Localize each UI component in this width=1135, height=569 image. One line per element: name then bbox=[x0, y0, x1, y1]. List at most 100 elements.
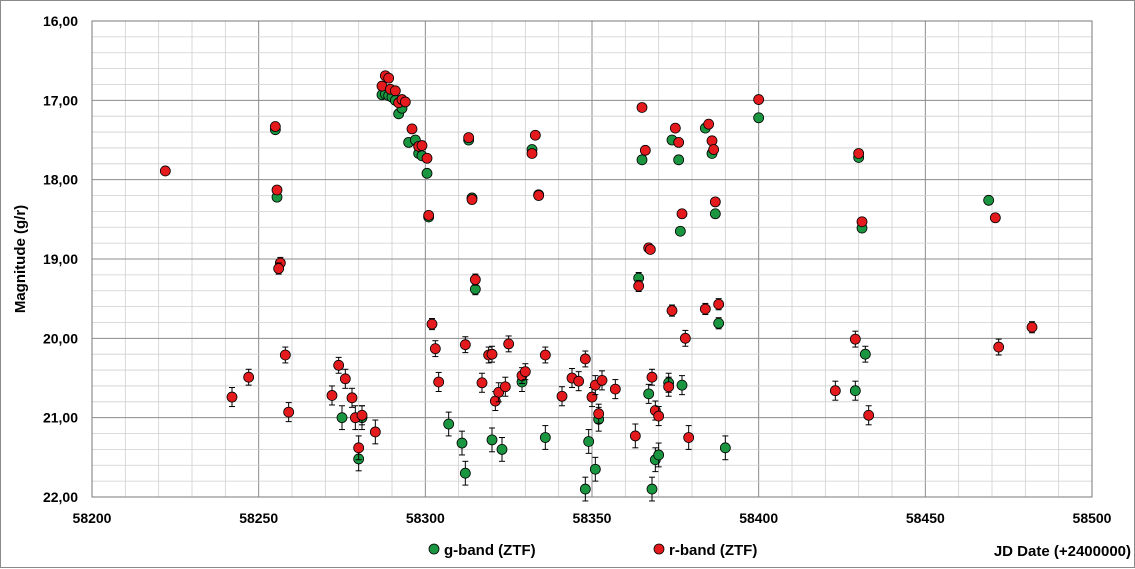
data-point bbox=[159, 165, 171, 177]
data-point bbox=[863, 409, 875, 421]
y-tick-label: 18,00 bbox=[43, 172, 78, 188]
data-point bbox=[426, 318, 438, 330]
data-point bbox=[653, 410, 665, 422]
data-point bbox=[709, 196, 721, 208]
data-point bbox=[459, 339, 471, 351]
data-point bbox=[333, 359, 345, 371]
data-point bbox=[226, 391, 238, 403]
data-point bbox=[633, 280, 645, 292]
data-points bbox=[159, 70, 1038, 502]
data-point bbox=[556, 390, 568, 402]
data-point bbox=[456, 437, 468, 449]
data-point bbox=[596, 374, 608, 386]
data-point bbox=[644, 244, 656, 255]
y-tick-label: 22,00 bbox=[43, 489, 78, 505]
data-point bbox=[429, 343, 441, 355]
data-point bbox=[421, 167, 433, 179]
data-point bbox=[629, 430, 641, 442]
data-point bbox=[636, 102, 648, 113]
data-point bbox=[699, 303, 711, 315]
data-point bbox=[676, 208, 688, 220]
data-point bbox=[593, 408, 605, 420]
data-point bbox=[609, 383, 621, 395]
legend-label-r-band: r-band (ZTF) bbox=[669, 542, 757, 559]
x-axis-title: JD Date (+2400000) bbox=[994, 543, 1131, 560]
data-point bbox=[503, 338, 515, 350]
data-point bbox=[856, 216, 868, 228]
plot-border bbox=[91, 20, 1093, 498]
x-tick-label: 58450 bbox=[906, 510, 945, 526]
data-point bbox=[573, 375, 585, 387]
y-tick-label: 16,00 bbox=[43, 13, 78, 29]
data-point bbox=[326, 390, 338, 401]
data-point bbox=[421, 152, 433, 164]
data-point bbox=[646, 483, 658, 495]
data-point bbox=[583, 436, 595, 447]
data-point bbox=[683, 432, 695, 443]
data-point bbox=[269, 121, 281, 132]
data-point bbox=[703, 118, 715, 130]
x-tick-label: 58350 bbox=[573, 510, 612, 526]
data-point bbox=[539, 349, 551, 361]
data-point bbox=[486, 348, 498, 360]
legend-label-g-band: g-band (ZTF) bbox=[444, 542, 536, 559]
legend: g-band (ZTF) r-band (ZTF) bbox=[428, 542, 757, 559]
data-point bbox=[643, 388, 655, 400]
data-point bbox=[859, 348, 871, 360]
data-point bbox=[636, 154, 648, 166]
data-point bbox=[529, 129, 541, 141]
tick-labels: 58200 58250 58300 58350 58400 58450 58500 16,00… bbox=[43, 13, 1112, 526]
legend-marker-g-band bbox=[428, 543, 440, 555]
data-point bbox=[708, 144, 720, 155]
data-point bbox=[519, 366, 531, 378]
data-point bbox=[499, 381, 511, 393]
data-point bbox=[669, 122, 681, 134]
data-point bbox=[1026, 321, 1038, 333]
data-point bbox=[353, 442, 365, 454]
data-point bbox=[271, 184, 283, 196]
y-axis-title: Magnitude (g/r) bbox=[12, 205, 29, 313]
data-point bbox=[533, 190, 545, 201]
data-point bbox=[989, 212, 1001, 224]
data-point bbox=[646, 371, 658, 383]
x-tick-label: 58250 bbox=[239, 510, 278, 526]
data-point bbox=[753, 112, 765, 124]
data-point bbox=[356, 409, 368, 421]
x-tick-label: 58300 bbox=[406, 510, 445, 526]
data-point bbox=[283, 406, 295, 418]
data-point bbox=[423, 209, 435, 221]
y-tick-label: 19,00 bbox=[43, 251, 78, 267]
data-point bbox=[273, 263, 285, 274]
data-point bbox=[539, 432, 551, 443]
data-point bbox=[406, 123, 418, 135]
data-point bbox=[443, 418, 455, 430]
series-r-band bbox=[159, 70, 1038, 461]
data-point bbox=[719, 442, 731, 454]
data-point bbox=[526, 148, 538, 159]
data-point bbox=[849, 333, 861, 345]
data-point bbox=[459, 467, 471, 479]
data-point bbox=[416, 140, 428, 151]
y-tick-label: 17,00 bbox=[43, 92, 78, 108]
data-point bbox=[579, 353, 591, 365]
data-point bbox=[486, 434, 498, 446]
data-point bbox=[389, 85, 401, 97]
data-point bbox=[676, 379, 688, 391]
data-point bbox=[853, 148, 865, 159]
x-tick-label: 58400 bbox=[739, 510, 778, 526]
data-point bbox=[673, 136, 685, 148]
data-point bbox=[713, 317, 725, 329]
data-point bbox=[849, 385, 861, 397]
data-point bbox=[369, 426, 381, 438]
data-point bbox=[589, 463, 601, 475]
x-tick-label: 58200 bbox=[73, 510, 112, 526]
data-point bbox=[339, 373, 351, 385]
data-point bbox=[993, 341, 1005, 353]
data-point bbox=[674, 225, 686, 237]
data-point bbox=[476, 377, 488, 389]
data-point bbox=[663, 381, 675, 393]
data-point bbox=[666, 305, 678, 316]
data-point bbox=[336, 412, 348, 424]
